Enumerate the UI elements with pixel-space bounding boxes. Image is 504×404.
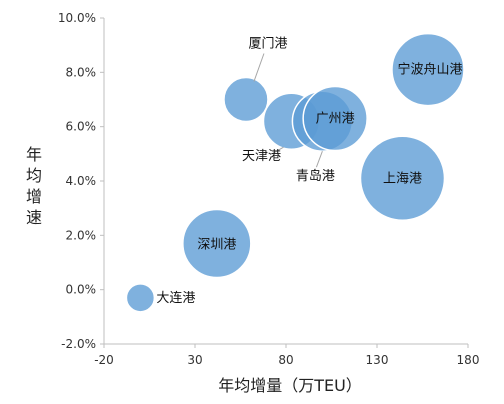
leader-line <box>271 146 284 155</box>
y-tick-label: 8.0% <box>66 65 97 79</box>
axes: -2.0% 0.0% 2.0% 4.0% 6.0% 8.0% 10.0% -20 30 80 130… <box>58 11 480 367</box>
bubble-label-6: 上海港 <box>383 171 422 186</box>
bubble-label-7: 宁波舟山港 <box>397 62 462 78</box>
bubble-label-5: 广州港 <box>316 112 355 127</box>
y-axis-title-char: 均 <box>26 166 42 185</box>
bubble-label-4: 青岛港 <box>296 168 335 184</box>
bubble-layer <box>125 32 465 313</box>
bubble-5 <box>302 85 368 152</box>
y-tick-label: 6.0% <box>66 120 97 134</box>
x-tick-label: 180 <box>457 353 480 367</box>
bubble-1 <box>182 208 252 279</box>
leader-line <box>253 53 265 82</box>
bubble-label-0: 大连港 <box>156 290 195 306</box>
y-tick-label: 4.0% <box>66 174 97 188</box>
bubble-label-1: 深圳港 <box>197 237 236 252</box>
y-tick-label: 2.0% <box>66 228 97 242</box>
x-axis-title: 年均增量（万TEU） <box>218 376 362 395</box>
bubble-label-3: 天津港 <box>242 149 281 164</box>
y-tick-label: 10.0% <box>58 11 96 25</box>
y-tick-label: -2.0% <box>61 337 96 351</box>
x-tick-label: 130 <box>366 353 389 367</box>
y-axis-title-char: 年 <box>26 145 42 164</box>
bubble-0 <box>125 283 156 313</box>
x-tick-label: 30 <box>187 353 202 367</box>
bubble-label-2: 厦门港 <box>248 37 287 52</box>
y-tick-label: 0.0% <box>66 283 97 297</box>
leader-line <box>315 151 323 168</box>
y-axis-title-char: 增 <box>26 187 42 206</box>
x-tick-label: 80 <box>278 353 293 367</box>
bubble-6 <box>359 135 446 222</box>
x-tick-label: -20 <box>94 353 114 367</box>
y-axis-title-char: 速 <box>26 208 42 227</box>
bubble-2 <box>223 76 269 123</box>
bubble-7 <box>391 32 465 107</box>
